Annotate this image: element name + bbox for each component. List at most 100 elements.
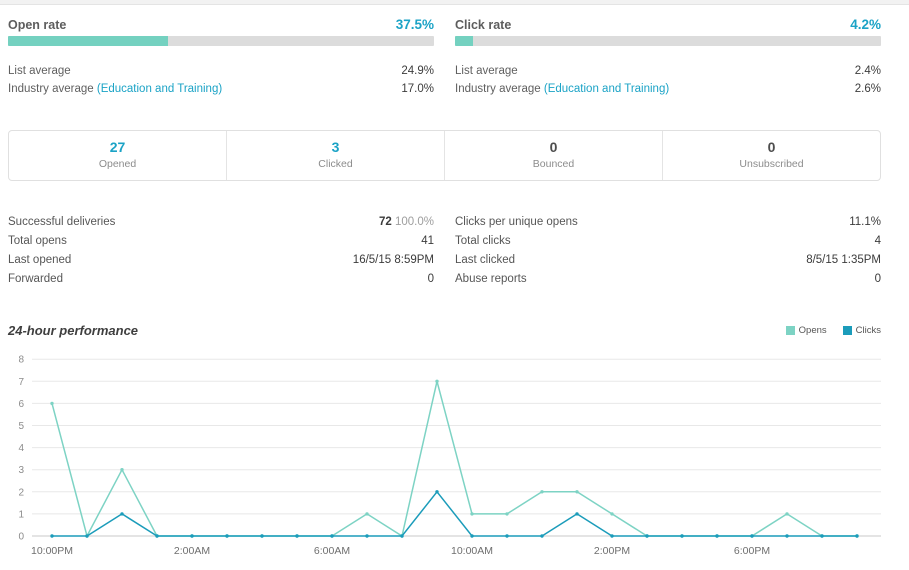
- open-rate-progress-track: [8, 36, 434, 46]
- stat-box-clicked[interactable]: 3 Clicked: [226, 131, 444, 180]
- y-axis-tick-label: 5: [18, 421, 24, 432]
- clicks-line: [52, 490, 857, 537]
- chart-title: 24-hour performance: [8, 322, 139, 338]
- stats-col-left: Successful deliveries 72 100.0% Total op…: [8, 213, 434, 289]
- clicks-swatch-icon: [842, 325, 852, 335]
- industry-average-value: 17.0%: [401, 83, 434, 95]
- stat-box-unsubscribed[interactable]: 0 Unsubscribed: [662, 131, 880, 180]
- clicks-point: [610, 534, 614, 538]
- click-rate-value: 4.2%: [850, 17, 881, 32]
- clicks-point: [50, 534, 54, 538]
- opens-point: [785, 512, 789, 516]
- x-axis-tick-label: 10:00AM: [451, 545, 493, 557]
- opens-swatch-icon: [785, 325, 795, 335]
- stat-row-last-opened: Last opened 16/5/15 8:59PM: [8, 254, 434, 266]
- x-axis-tick-label: 2:00PM: [594, 545, 630, 557]
- top-edge-strip: [0, 0, 909, 5]
- clicks-point: [365, 534, 369, 538]
- rates-row: Open rate 37.5% List average 24.9% Indus…: [8, 17, 881, 98]
- unsubscribed-count: 0: [767, 139, 776, 155]
- stat-row-total-opens: Total opens 41: [8, 232, 434, 251]
- clicks-per-unique-opens-link[interactable]: 11.1%: [849, 216, 881, 228]
- opens-point: [365, 512, 369, 516]
- stat-row-abuse-reports: Abuse reports 0: [455, 273, 881, 285]
- y-axis-tick-label: 1: [18, 509, 24, 520]
- y-axis-tick-label: 0: [18, 532, 24, 543]
- stats-col-right: Clicks per unique opens 11.1% Total clic…: [455, 213, 881, 289]
- clicks-point: [540, 534, 544, 538]
- clicks-point: [295, 534, 299, 538]
- opens-point: [540, 490, 544, 494]
- clicks-point: [190, 534, 194, 538]
- clicks-point: [785, 534, 789, 538]
- unsubscribed-label: Unsubscribed: [739, 158, 804, 170]
- y-axis-tick-label: 7: [18, 377, 24, 388]
- total-clicks-link[interactable]: 4: [874, 235, 881, 247]
- legend-item-opens[interactable]: Opens: [785, 325, 827, 336]
- opens-point: [435, 379, 439, 383]
- click-rate-progress-track: [455, 36, 881, 46]
- stat-box-opened[interactable]: 27 Opened: [9, 131, 226, 180]
- list-average-label: List average: [455, 65, 518, 77]
- y-axis-tick-label: 8: [18, 355, 24, 366]
- campaign-report-page: Open rate 37.5% List average 24.9% Indus…: [0, 5, 909, 565]
- clicks-point: [330, 534, 334, 538]
- detail-stats-grid: Successful deliveries 72 100.0% Total op…: [8, 213, 881, 289]
- clicks-point: [855, 534, 859, 538]
- open-rate-label: Open rate: [8, 18, 67, 32]
- list-average-row: List average 24.9%: [8, 62, 434, 80]
- open-rate-value: 37.5%: [395, 17, 434, 32]
- click-rate-label: Click rate: [455, 18, 512, 32]
- stat-row-total-clicks: Total clicks 4: [455, 232, 881, 251]
- clicks-point: [225, 534, 229, 538]
- y-axis-tick-label: 3: [18, 465, 24, 476]
- clicks-point: [645, 534, 649, 538]
- opens-point: [505, 512, 509, 516]
- industry-average-label: Industry average (Education and Training…: [455, 83, 670, 95]
- industry-link[interactable]: (Education and Training): [96, 83, 223, 95]
- x-axis-tick-label: 2:00AM: [174, 545, 210, 557]
- open-rate-bar-fill: [8, 36, 168, 46]
- click-rate-panel: Click rate 4.2% List average 2.4% Indust…: [455, 17, 881, 98]
- list-average-value: 24.9%: [401, 65, 434, 77]
- list-average-row: List average 2.4%: [455, 62, 881, 80]
- stat-boxes-row: 27 Opened 3 Clicked 0 Bounced 0 Unsubscr…: [8, 130, 881, 181]
- list-average-label: List average: [8, 65, 71, 77]
- clicks-point: [435, 490, 439, 494]
- x-axis-tick-label: 6:00PM: [734, 545, 770, 557]
- y-axis-tick-label: 6: [18, 399, 24, 410]
- click-rate-bar-fill: [455, 36, 473, 46]
- clicks-point: [470, 534, 474, 538]
- stat-row-successful-deliveries: Successful deliveries 72 100.0%: [8, 216, 434, 228]
- y-axis-tick-label: 4: [18, 443, 24, 454]
- clicks-point: [260, 534, 264, 538]
- opens-point: [575, 490, 579, 494]
- clicks-point: [680, 534, 684, 538]
- performance-chart: 0 1 2 3 4 5 6 7 8 10:00PM 2:00AM 6:00AM 10:00AM 2:00P…: [18, 355, 881, 557]
- open-rate-panel: Open rate 37.5% List average 24.9% Indus…: [8, 17, 434, 98]
- industry-average-label: Industry average (Education and Training…: [8, 83, 223, 95]
- opened-label: Opened: [98, 158, 137, 170]
- industry-average-value: 2.6%: [854, 83, 881, 95]
- clicked-label: Clicked: [318, 158, 353, 170]
- click-rate-header: Click rate 4.2%: [455, 17, 881, 36]
- industry-link[interactable]: (Education and Training): [543, 83, 670, 95]
- y-axis-tick-label: 2: [18, 487, 24, 498]
- x-axis-tick-label: 10:00PM: [31, 545, 73, 557]
- opens-point: [120, 468, 124, 472]
- clicked-count: 3: [331, 139, 340, 155]
- industry-average-row: Industry average (Education and Training…: [455, 80, 881, 98]
- bounced-label: Bounced: [532, 158, 575, 170]
- clicks-point: [85, 534, 89, 538]
- total-opens-link[interactable]: 41: [421, 235, 434, 247]
- opened-count: 27: [109, 139, 126, 155]
- open-rate-header: Open rate 37.5%: [8, 17, 434, 36]
- legend-item-clicks[interactable]: Clicks: [842, 325, 881, 336]
- clicks-point: [120, 512, 124, 516]
- click-rate-averages: List average 2.4% Industry average (Educ…: [455, 62, 881, 98]
- clicks-point: [155, 534, 159, 538]
- chart-header: 24-hour performance Opens Clicks: [8, 321, 881, 339]
- clicks-point: [505, 534, 509, 538]
- stat-box-bounced[interactable]: 0 Bounced: [444, 131, 662, 180]
- open-rate-averages: List average 24.9% Industry average (Edu…: [8, 62, 434, 98]
